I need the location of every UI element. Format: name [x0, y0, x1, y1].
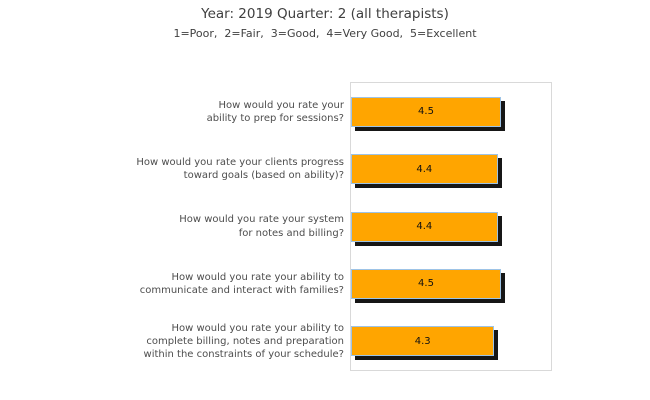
- bar-row: How would you rate your ability to commu…: [140, 255, 551, 312]
- bar: 4.5: [351, 96, 501, 127]
- bar-value-label: 4.5: [418, 278, 434, 290]
- bar-row: How would you rate your clients progress…: [136, 140, 551, 197]
- bar-row: How would you rate your ability to compl…: [144, 313, 551, 370]
- bar: 4.4: [351, 211, 498, 242]
- category-label: How would you rate your system for notes…: [179, 214, 344, 239]
- bar-row: How would you rate your ability to prep …: [207, 83, 551, 140]
- bar-value-label: 4.5: [418, 106, 434, 118]
- category-label: How would you rate your ability to compl…: [143, 322, 344, 360]
- bar-value-label: 4.4: [416, 221, 433, 233]
- bar-value-label: 4.3: [414, 335, 431, 347]
- chart-title: Year: 2019 Quarter: 2 (all therapists): [201, 6, 449, 22]
- category-label: How would you rate your ability to commu…: [139, 271, 344, 296]
- plot-area: How would you rate your ability to prep …: [136, 82, 552, 371]
- rating-scale-legend: 1=Poor, 2=Fair, 3=Good, 4=Very Good, 5=E…: [173, 27, 477, 40]
- bar-value-label: 4.4: [416, 163, 433, 175]
- bar: 4.3: [351, 326, 495, 357]
- bar-row: How would you rate your system for notes…: [179, 198, 551, 255]
- category-label: How would you rate your ability to prep …: [206, 99, 344, 124]
- bar: 4.4: [351, 154, 498, 185]
- bar: 4.5: [351, 268, 501, 299]
- category-label: How would you rate your clients progress…: [136, 156, 344, 182]
